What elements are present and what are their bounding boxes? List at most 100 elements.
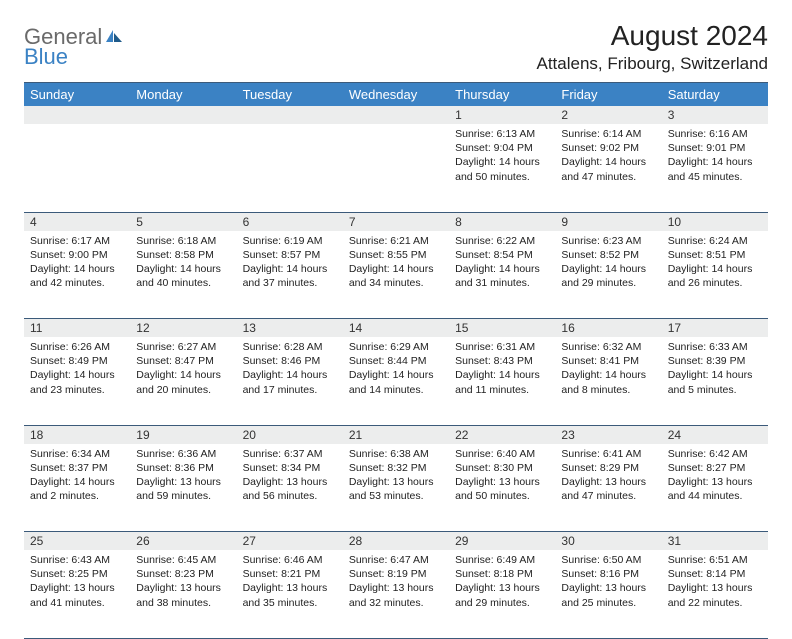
day-number-cell <box>237 106 343 124</box>
sunrise-text: Sunrise: 6:23 AM <box>561 234 655 248</box>
sunset-text: Sunset: 8:29 PM <box>561 461 655 475</box>
daylight-text: Daylight: 14 hours and 37 minutes. <box>243 262 337 290</box>
day-number-cell: 2 <box>555 106 661 124</box>
day-header: Sunday <box>24 83 130 107</box>
day-details: Sunrise: 6:28 AMSunset: 8:46 PMDaylight:… <box>237 337 343 401</box>
day-content-cell <box>343 124 449 212</box>
day-content-cell: Sunrise: 6:13 AMSunset: 9:04 PMDaylight:… <box>449 124 555 212</box>
day-number-cell: 11 <box>24 319 130 338</box>
calendar-head: SundayMondayTuesdayWednesdayThursdayFrid… <box>24 83 768 107</box>
sunrise-text: Sunrise: 6:42 AM <box>668 447 762 461</box>
day-details: Sunrise: 6:18 AMSunset: 8:58 PMDaylight:… <box>130 231 236 295</box>
daylight-text: Daylight: 14 hours and 26 minutes. <box>668 262 762 290</box>
sunrise-text: Sunrise: 6:31 AM <box>455 340 549 354</box>
day-content-cell: Sunrise: 6:21 AMSunset: 8:55 PMDaylight:… <box>343 231 449 319</box>
day-content-cell: Sunrise: 6:14 AMSunset: 9:02 PMDaylight:… <box>555 124 661 212</box>
day-header: Wednesday <box>343 83 449 107</box>
daylight-text: Daylight: 14 hours and 42 minutes. <box>30 262 124 290</box>
day-number-cell: 30 <box>555 532 661 551</box>
page-title: August 2024 <box>537 20 769 52</box>
sunrise-text: Sunrise: 6:40 AM <box>455 447 549 461</box>
daylight-text: Daylight: 13 hours and 25 minutes. <box>561 581 655 609</box>
day-number-cell: 8 <box>449 212 555 231</box>
day-content-cell: Sunrise: 6:46 AMSunset: 8:21 PMDaylight:… <box>237 550 343 638</box>
day-content-cell: Sunrise: 6:40 AMSunset: 8:30 PMDaylight:… <box>449 444 555 532</box>
sunset-text: Sunset: 8:25 PM <box>30 567 124 581</box>
day-number-cell: 31 <box>662 532 768 551</box>
day-details: Sunrise: 6:38 AMSunset: 8:32 PMDaylight:… <box>343 444 449 508</box>
sunset-text: Sunset: 8:58 PM <box>136 248 230 262</box>
day-header: Thursday <box>449 83 555 107</box>
day-content-cell: Sunrise: 6:22 AMSunset: 8:54 PMDaylight:… <box>449 231 555 319</box>
sunrise-text: Sunrise: 6:41 AM <box>561 447 655 461</box>
day-details: Sunrise: 6:34 AMSunset: 8:37 PMDaylight:… <box>24 444 130 508</box>
day-number-cell <box>343 106 449 124</box>
location-text: Attalens, Fribourg, Switzerland <box>537 54 769 74</box>
day-details: Sunrise: 6:47 AMSunset: 8:19 PMDaylight:… <box>343 550 449 614</box>
sunset-text: Sunset: 9:02 PM <box>561 141 655 155</box>
day-details: Sunrise: 6:19 AMSunset: 8:57 PMDaylight:… <box>237 231 343 295</box>
day-header: Saturday <box>662 83 768 107</box>
day-content-row: Sunrise: 6:13 AMSunset: 9:04 PM Daylight:… <box>24 124 768 212</box>
sunrise-text: Sunrise: 6:24 AM <box>668 234 762 248</box>
day-number-cell: 5 <box>130 212 236 231</box>
sunset-text: Sunset: 8:14 PM <box>668 567 762 581</box>
daylight-text: Daylight: 13 hours and 59 minutes. <box>136 475 230 503</box>
daylight-text: Daylight: 14 hours and 40 minutes. <box>136 262 230 290</box>
sunrise-text: Sunrise: 6:29 AM <box>349 340 443 354</box>
day-details: Sunrise: 6:46 AMSunset: 8:21 PMDaylight:… <box>237 550 343 614</box>
sunrise-text: Sunrise: 6:13 AM <box>455 127 549 141</box>
day-number-cell: 14 <box>343 319 449 338</box>
day-content-cell: Sunrise: 6:19 AMSunset: 8:57 PMDaylight:… <box>237 231 343 319</box>
sunrise-text: Sunrise: 6:28 AM <box>243 340 337 354</box>
daylight-text: Daylight: 13 hours and 35 minutes. <box>243 581 337 609</box>
sunrise-text: Sunrise: 6:47 AM <box>349 553 443 567</box>
header: GeneralBlue August 2024 Attalens, Fribou… <box>24 20 768 74</box>
sunrise-text: Sunrise: 6:37 AM <box>243 447 337 461</box>
day-number-cell: 29 <box>449 532 555 551</box>
day-content-cell: Sunrise: 6:29 AMSunset: 8:44 PMDaylight:… <box>343 337 449 425</box>
day-content-cell: Sunrise: 6:43 AMSunset: 8:25 PMDaylight:… <box>24 550 130 638</box>
day-details: Sunrise: 6:29 AMSunset: 8:44 PMDaylight:… <box>343 337 449 401</box>
calendar-body: 123 Sunrise: 6:13 AMSunset: 9:04 PM Daylig… <box>24 106 768 638</box>
day-details: Sunrise: 6:36 AMSunset: 8:36 PMDaylight:… <box>130 444 236 508</box>
sunset-text: Sunset: 8:54 PM <box>455 248 549 262</box>
day-content-cell: Sunrise: 6:28 AMSunset: 8:46 PMDaylight:… <box>237 337 343 425</box>
day-header: Tuesday <box>237 83 343 107</box>
sunset-text: Sunset: 9:04 PM <box>455 141 549 155</box>
day-header: Friday <box>555 83 661 107</box>
daylight-text: Daylight: 14 hours and 45 minutes. <box>668 155 762 183</box>
day-number-cell: 26 <box>130 532 236 551</box>
sunset-text: Sunset: 8:44 PM <box>349 354 443 368</box>
sunrise-text: Sunrise: 6:46 AM <box>243 553 337 567</box>
daylight-text: Daylight: 13 hours and 53 minutes. <box>349 475 443 503</box>
sunrise-text: Sunrise: 6:36 AM <box>136 447 230 461</box>
day-number-row: 123 <box>24 106 768 124</box>
sunset-text: Sunset: 8:46 PM <box>243 354 337 368</box>
day-number-row: 45678910 <box>24 212 768 231</box>
day-content-cell: Sunrise: 6:49 AMSunset: 8:18 PMDaylight:… <box>449 550 555 638</box>
sunset-text: Sunset: 8:47 PM <box>136 354 230 368</box>
sunset-text: Sunset: 8:36 PM <box>136 461 230 475</box>
day-number-cell: 7 <box>343 212 449 231</box>
brand-part2: Blue <box>24 46 124 68</box>
day-content-cell <box>130 124 236 212</box>
day-content-cell: Sunrise: 6:18 AMSunset: 8:58 PMDaylight:… <box>130 231 236 319</box>
day-details: Sunrise: 6:42 AMSunset: 8:27 PMDaylight:… <box>662 444 768 508</box>
day-number-cell: 9 <box>555 212 661 231</box>
sunrise-text: Sunrise: 6:27 AM <box>136 340 230 354</box>
sunset-text: Sunset: 8:39 PM <box>668 354 762 368</box>
sunrise-text: Sunrise: 6:32 AM <box>561 340 655 354</box>
daylight-text: Daylight: 13 hours and 56 minutes. <box>243 475 337 503</box>
sunrise-text: Sunrise: 6:14 AM <box>561 127 655 141</box>
day-number-cell: 25 <box>24 532 130 551</box>
day-details: Sunrise: 6:50 AMSunset: 8:16 PMDaylight:… <box>555 550 661 614</box>
day-content-cell: Sunrise: 6:47 AMSunset: 8:19 PMDaylight:… <box>343 550 449 638</box>
day-details: Sunrise: 6:21 AMSunset: 8:55 PMDaylight:… <box>343 231 449 295</box>
day-content-cell: Sunrise: 6:36 AMSunset: 8:36 PMDaylight:… <box>130 444 236 532</box>
title-block: August 2024 Attalens, Fribourg, Switzerl… <box>537 20 769 74</box>
day-number-cell: 6 <box>237 212 343 231</box>
day-content-row: Sunrise: 6:17 AMSunset: 9:00 PMDaylight:… <box>24 231 768 319</box>
day-details: Sunrise: 6:33 AMSunset: 8:39 PMDaylight:… <box>662 337 768 401</box>
day-content-cell: Sunrise: 6:26 AMSunset: 8:49 PMDaylight:… <box>24 337 130 425</box>
